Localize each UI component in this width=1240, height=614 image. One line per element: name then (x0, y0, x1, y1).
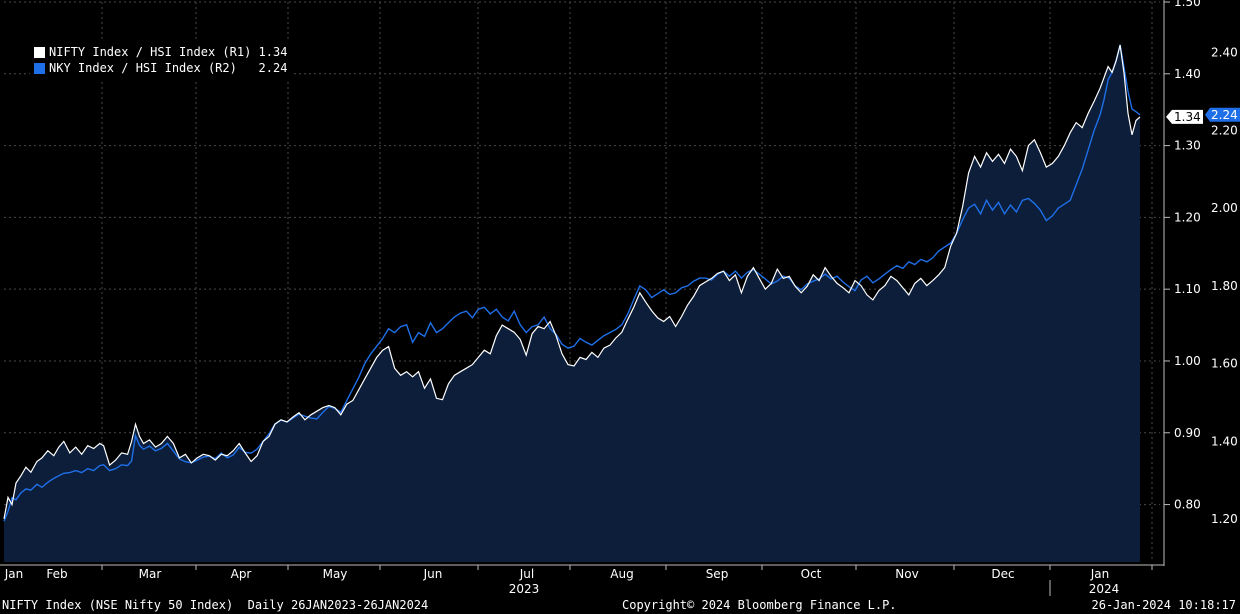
chart-area-fill (4, 45, 1140, 563)
r1-tick-label-3: 1.10 (1174, 282, 1201, 296)
x-month-label-4: May (323, 567, 348, 581)
legend-swatch-white (34, 46, 45, 58)
x-month-label-12: Jan (1090, 567, 1110, 581)
x-year-label-1: 2024 (1089, 582, 1120, 596)
r1-tick-label-4: 1.20 (1174, 210, 1201, 224)
x-month-label-9: Oct (801, 567, 822, 581)
x-month-label-3: Apr (231, 567, 252, 581)
r2-tick-label-4: 2.00 (1211, 201, 1238, 215)
r1-last-value-tag (1166, 109, 1203, 124)
r1-tick-label-6: 1.40 (1174, 67, 1201, 81)
r2-tick-label-0: 1.20 (1211, 512, 1238, 526)
r2-tick-label-3: 1.80 (1211, 279, 1238, 293)
chart-axes: 0.80 0.90 1.00 1.10 1.20 1.30 1.40 1.50 1.20 1.40… (0, 0, 1240, 596)
r1-tick-label-0: 0.80 (1174, 498, 1201, 512)
x-month-label-2: Mar (139, 567, 162, 581)
chart-legend: NIFTY Index / HSI Index (R1) 1.34 NKY In… (30, 42, 294, 79)
footer-security-description: NIFTY Index (NSE Nifty 50 Index) Daily 2… (2, 598, 429, 612)
x-month-label-7: Aug (610, 567, 633, 581)
r2-last-value-tag (1205, 107, 1240, 122)
chart-series-lines (3, 44, 1141, 522)
r1-tick-label-7: 1.50 (1174, 0, 1201, 9)
x-month-label-6: Jul (519, 567, 534, 581)
legend-series2-value: 2.24 (258, 61, 288, 75)
r1-last-value-label: 1.34 (1174, 110, 1201, 124)
r1-tick-label-2: 1.00 (1174, 354, 1201, 368)
legend-swatch-blue (34, 62, 45, 74)
legend-series1-value: 1.34 (258, 45, 288, 59)
r2-tick-label-6: 2.40 (1211, 46, 1238, 60)
series-nky-hsi-line (3, 44, 1141, 522)
series-nifty-hsi-line (3, 44, 1141, 520)
r2-tick-label-1: 1.40 (1211, 434, 1238, 448)
footer-copyright: Copyright© 2024 Bloomberg Finance L.P. (622, 598, 897, 612)
area-nifty-hsi (4, 45, 1140, 563)
x-month-label-11: Dec (991, 567, 1014, 581)
legend-entry-nifty-hsi: NIFTY Index / HSI Index (R1) 1.34 (34, 44, 287, 60)
r2-last-value-label: 2.24 (1211, 108, 1238, 122)
legend-entry-nky-hsi: NKY Index / HSI Index (R2) 2.24 (34, 60, 287, 76)
footer-timestamp: 26-Jan-2024 10:18:17 (1091, 598, 1237, 612)
legend-series2-label: NKY Index / HSI Index (R2) (49, 61, 237, 75)
x-month-label-5: Jun (423, 567, 443, 581)
r2-tick-label-5: 2.20 (1211, 123, 1238, 137)
x-month-label-1: Feb (46, 567, 67, 581)
legend-series1-label: NIFTY Index / HSI Index (R1) (49, 45, 252, 59)
r1-tick-label-5: 1.30 (1174, 139, 1201, 153)
x-month-label-8: Sep (706, 567, 729, 581)
x-month-label-0: Jan (4, 567, 24, 581)
x-year-label-0: 2023 (509, 582, 540, 596)
r1-tick-label-1: 0.90 (1174, 426, 1201, 440)
x-month-label-10: Nov (895, 567, 918, 581)
r2-tick-label-2: 1.60 (1211, 357, 1238, 371)
